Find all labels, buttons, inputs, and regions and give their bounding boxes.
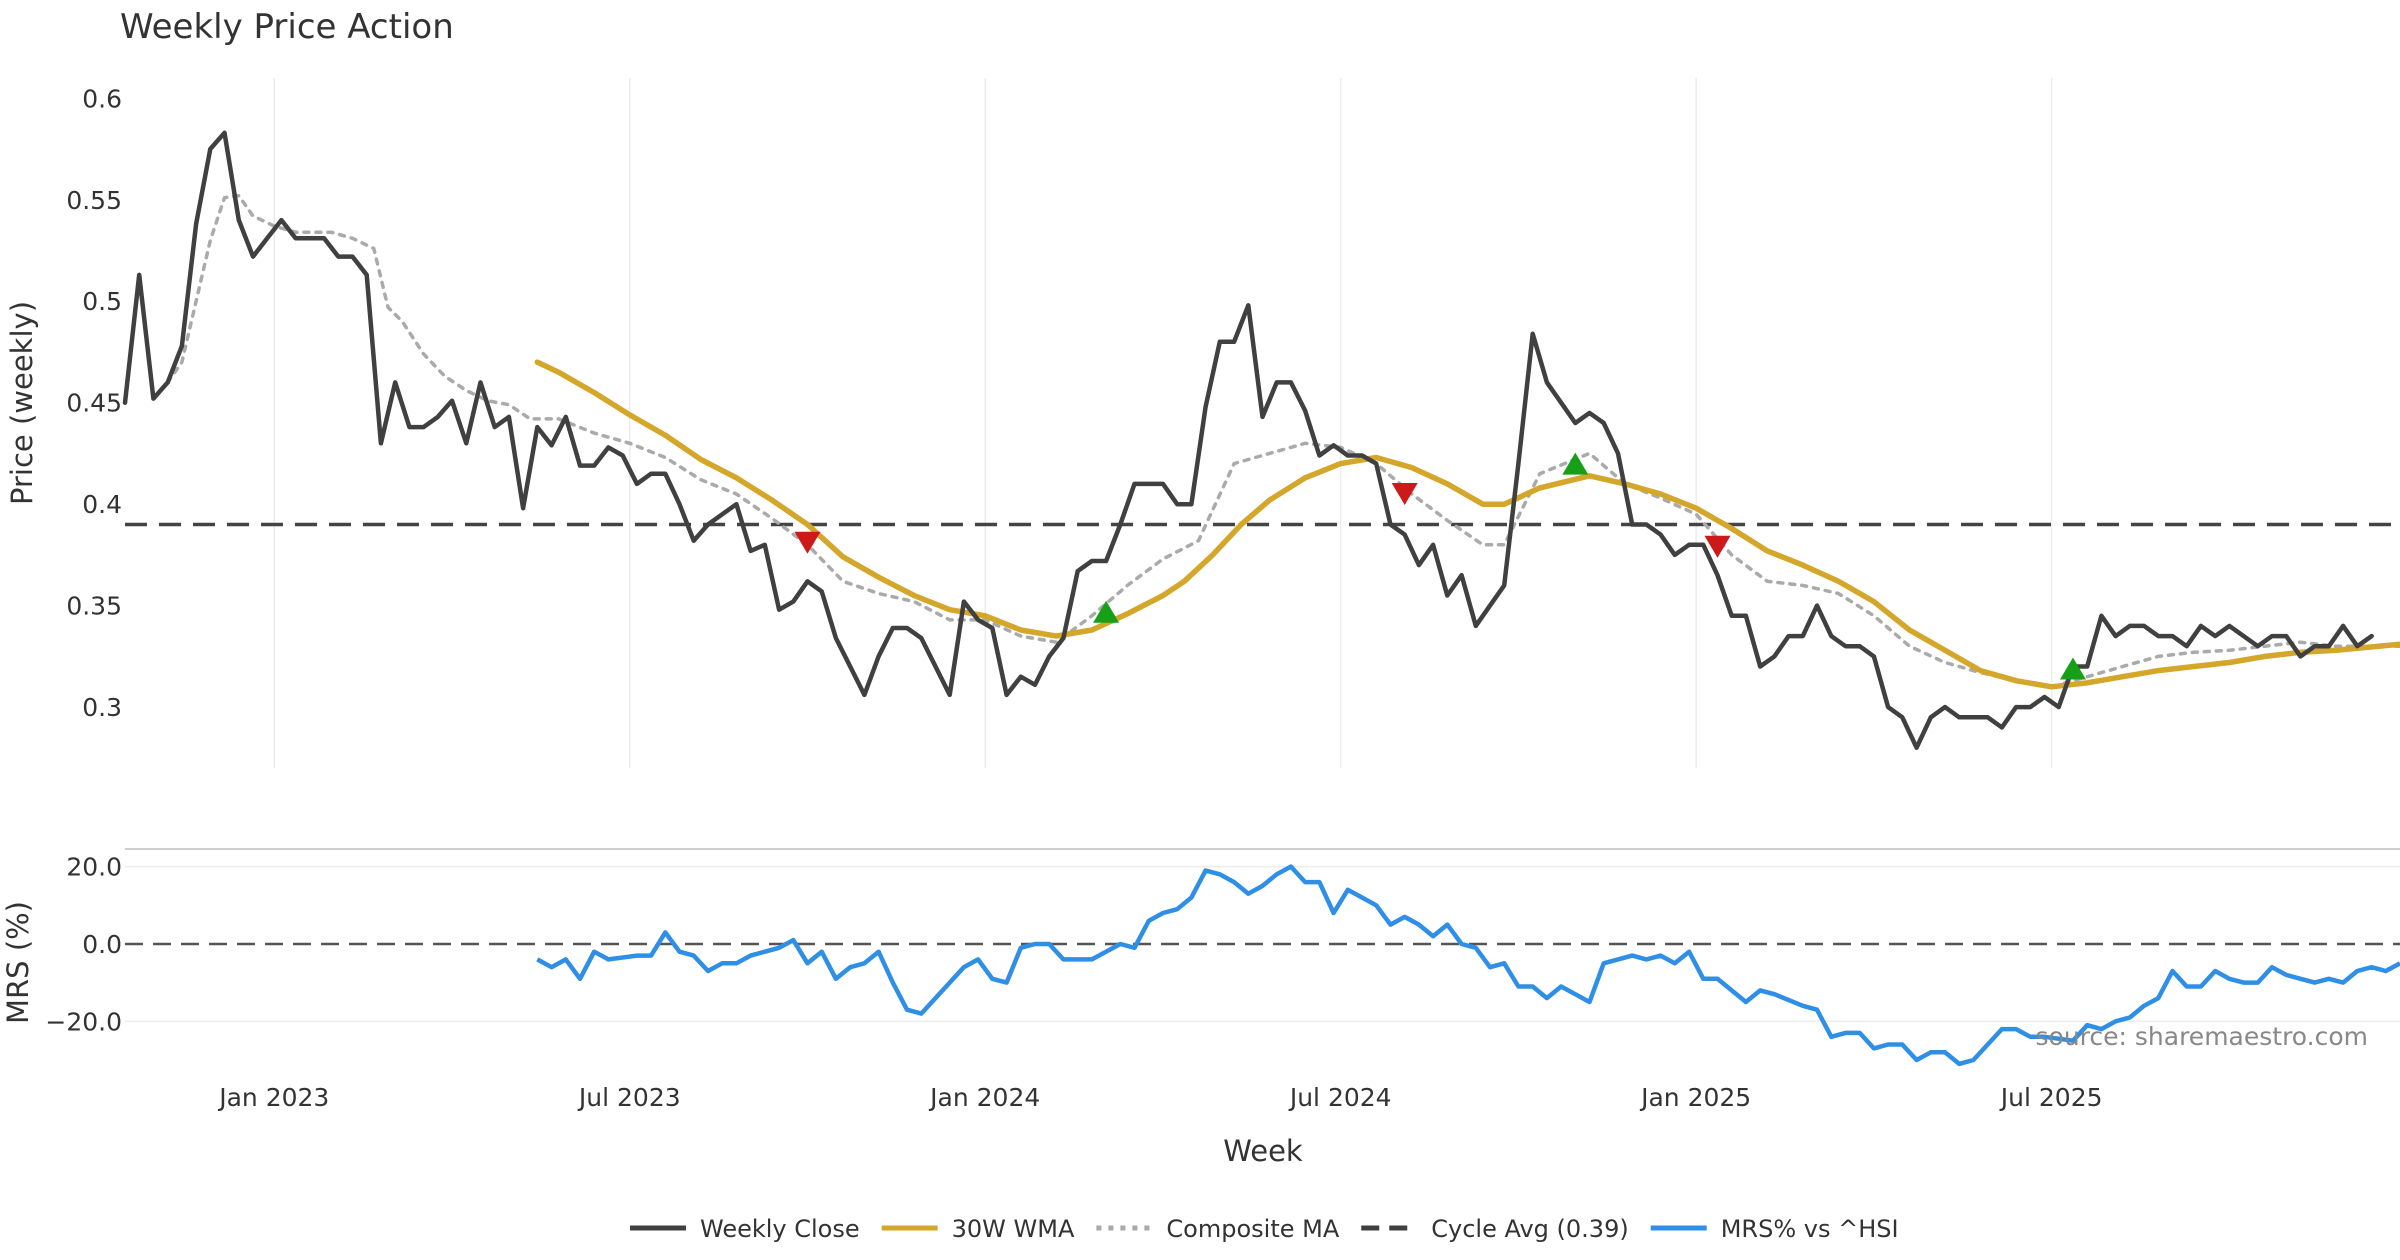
legend-item: Composite MA xyxy=(1096,1215,1340,1243)
bottom-ytick-label: −20.0 xyxy=(45,1007,122,1036)
legend-item: MRS% vs ^HSI xyxy=(1650,1215,1899,1243)
top-ytick-label: 0.5 xyxy=(82,287,122,316)
bottom-y-axis-ticks: 20.0 0.0 −20.0 xyxy=(45,853,122,1037)
signal-markers xyxy=(794,452,2086,680)
legend-item: Cycle Avg (0.39) xyxy=(1361,1215,1629,1243)
buy-signal-marker xyxy=(1093,600,1120,623)
wma-line xyxy=(534,359,2400,690)
bottom-y-axis-label: MRS (%) xyxy=(1,901,35,1024)
source-credit: source: sharemaestro.com xyxy=(2036,1022,2369,1051)
sell-signal-marker xyxy=(1391,483,1418,506)
legend-label: 30W WMA xyxy=(952,1215,1075,1243)
x-tick-label: Jul 2024 xyxy=(1288,1083,1392,1112)
bottom-ytick-label: 20.0 xyxy=(66,853,122,882)
top-ytick-label: 0.55 xyxy=(66,186,122,215)
x-axis-ticks: Jan 2023 Jul 2023 Jan 2024 Jul 2024 Jan 2025… xyxy=(217,1083,2102,1112)
mrs-line xyxy=(536,864,2400,1067)
x-tick-label: Jan 2023 xyxy=(217,1083,329,1112)
legend-item: Weekly Close xyxy=(630,1215,860,1243)
top-y-axis-label: Price (weekly) xyxy=(5,301,39,505)
sell-signal-marker xyxy=(1704,535,1731,558)
top-ytick-label: 0.6 xyxy=(82,84,122,113)
legend-label: Composite MA xyxy=(1166,1215,1339,1243)
weekly-close-line xyxy=(122,130,2374,750)
legend-label: Weekly Close xyxy=(700,1215,860,1243)
top-y-axis-ticks: 0.6 0.55 0.5 0.45 0.4 0.35 0.3 xyxy=(66,84,122,722)
top-ytick-label: 0.4 xyxy=(82,490,122,519)
top-panel-gridlines xyxy=(273,78,2053,768)
legend-label: MRS% vs ^HSI xyxy=(1721,1215,1899,1243)
bottom-panel-series xyxy=(536,864,2400,1067)
top-ytick-label: 0.45 xyxy=(66,389,122,418)
buy-signal-marker xyxy=(1562,452,1589,475)
x-tick-label: Jul 2025 xyxy=(1999,1083,2103,1112)
chart-title: Weekly Price Action xyxy=(120,7,454,47)
chart-legend: Weekly Close 30W WMA Composite MA Cycle Avg… xyxy=(630,1215,1899,1243)
top-panel-series xyxy=(122,130,2400,750)
bottom-ytick-label: 0.0 xyxy=(82,930,122,959)
x-tick-label: Jan 2025 xyxy=(1639,1083,1751,1112)
buy-signal-marker xyxy=(2059,657,2086,680)
legend-item: 30W WMA xyxy=(881,1215,1075,1243)
sell-signal-marker xyxy=(794,531,821,554)
x-tick-label: Jul 2023 xyxy=(577,1083,681,1112)
top-ytick-label: 0.3 xyxy=(82,693,122,722)
x-axis-label: Week xyxy=(1223,1134,1303,1168)
legend-label: Cycle Avg (0.39) xyxy=(1431,1215,1628,1243)
x-tick-label: Jan 2024 xyxy=(928,1083,1040,1112)
top-ytick-label: 0.35 xyxy=(66,592,122,621)
bottom-panel-gridlines xyxy=(125,848,2400,1023)
composite-ma-line xyxy=(165,193,2400,689)
